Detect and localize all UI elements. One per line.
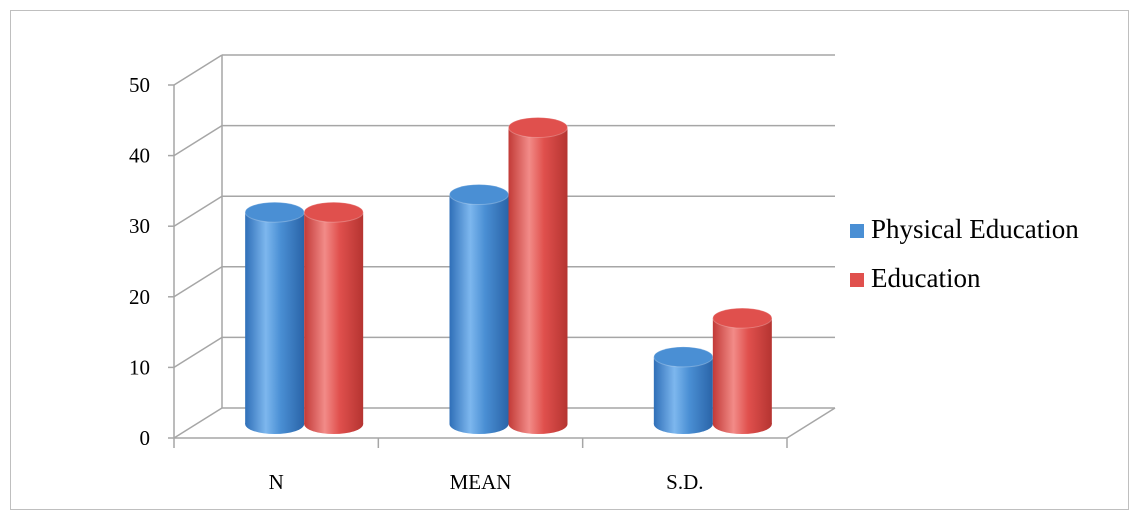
bar-top <box>712 307 773 329</box>
bar <box>508 116 568 434</box>
legend-layer: Physical Education Education <box>850 214 1079 293</box>
y-tick-label: 50 <box>129 73 150 97</box>
chart-frame <box>10 10 1129 510</box>
bar-top <box>449 184 509 206</box>
y-tick-label: 10 <box>129 355 150 379</box>
bar <box>712 307 773 434</box>
bar-layer <box>244 116 773 434</box>
label-layer: 0 10 20 30 40 50 N MEAN S.D. <box>129 73 704 494</box>
legend-swatch <box>850 273 864 287</box>
y-tick-label: 0 <box>140 426 151 450</box>
bar <box>449 184 509 434</box>
legend-swatch <box>850 224 864 238</box>
gridline-diagonal <box>173 195 223 227</box>
x-tick-label: N <box>269 470 284 494</box>
x-tick-label: MEAN <box>450 470 512 494</box>
gridline-diagonal <box>173 266 223 298</box>
y-tick-label: 40 <box>129 144 150 168</box>
bar-top <box>244 201 305 223</box>
bar-body <box>508 127 568 424</box>
floor-right-edge <box>786 407 836 439</box>
bar-body <box>304 212 364 424</box>
bar-body <box>653 356 713 424</box>
bar <box>244 201 305 434</box>
y-tick-label: 30 <box>129 214 150 238</box>
bar-body <box>449 194 509 424</box>
axis-layer <box>168 84 836 448</box>
bar <box>653 346 714 434</box>
bar-top <box>653 346 714 368</box>
legend-label: Education <box>871 263 981 293</box>
y-tick-label: 20 <box>129 285 150 309</box>
legend-label: Physical Education <box>871 214 1079 244</box>
x-tick-label: S.D. <box>666 470 703 494</box>
bar-top <box>303 201 364 223</box>
gridline-diagonal <box>173 124 223 157</box>
gridline-diagonal <box>173 336 223 369</box>
gridline-diagonal <box>173 407 223 439</box>
bar-body <box>245 212 305 424</box>
bar-top <box>508 116 568 138</box>
gridline-diagonal <box>173 54 223 86</box>
bar-body <box>712 318 772 424</box>
bar <box>303 201 364 434</box>
